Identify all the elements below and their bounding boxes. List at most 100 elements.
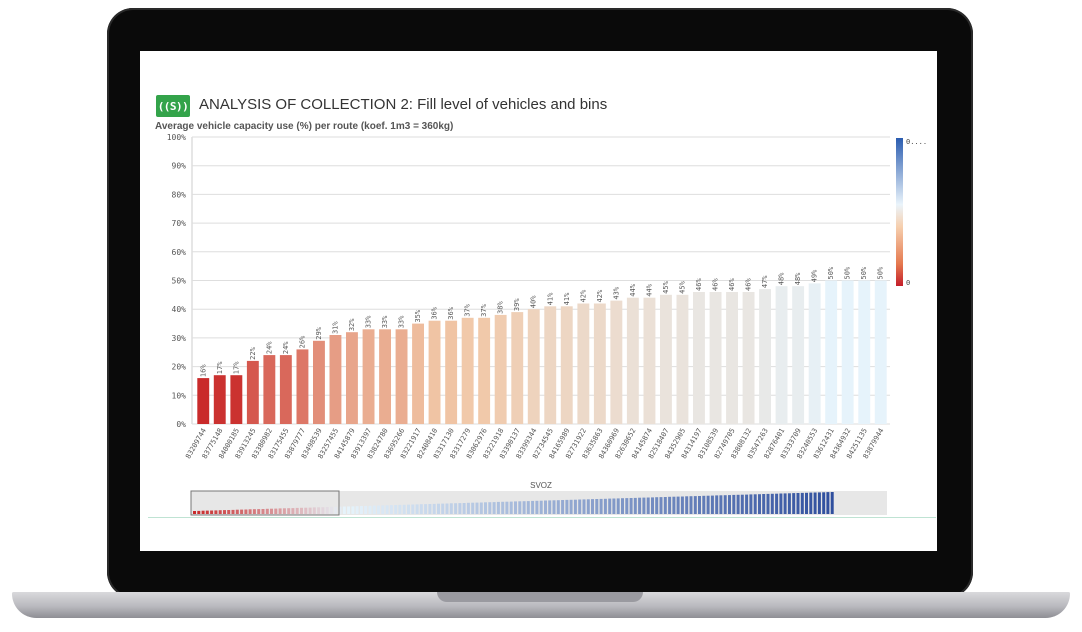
scrollbar-mini-bar	[201, 510, 205, 514]
data-label: 33%	[398, 315, 406, 328]
scrollbar-mini-bar	[655, 497, 659, 514]
scrollbar-mini-bar	[817, 492, 821, 514]
scrollbar-mini-bar	[693, 496, 697, 514]
scrollbar-mini-bar	[205, 510, 209, 514]
data-label: 45%	[662, 280, 670, 293]
data-label: 31%	[331, 321, 339, 334]
scrollbar-mini-bar	[240, 509, 244, 514]
scrollbar-mini-bar	[822, 492, 826, 514]
scrollbar-mini-bar	[223, 510, 226, 514]
scrollbar-mini-bar	[787, 493, 791, 514]
data-label: 35%	[414, 309, 422, 322]
app-logo: ((S))	[156, 95, 190, 117]
data-label: 46%	[728, 278, 736, 291]
scrollbar-mini-bar	[586, 499, 590, 514]
bar	[742, 292, 755, 424]
scrollbar-mini-bar	[526, 501, 530, 514]
scrollbar-mini-bar	[496, 501, 500, 514]
bar	[709, 292, 722, 424]
scrollbar-mini-bar	[402, 504, 406, 514]
bar	[362, 329, 375, 424]
data-label: 24%	[282, 341, 290, 354]
scrollbar-mini-bar	[265, 508, 269, 514]
bar	[593, 303, 606, 424]
scrollbar-mini-bar	[638, 497, 642, 514]
scrollbar-mini-bar	[779, 493, 783, 514]
scrollbar-mini-bar	[680, 496, 684, 514]
scrollbar-mini-bar	[475, 502, 479, 514]
data-label: 41%	[546, 292, 554, 305]
bar	[494, 314, 507, 424]
scrollbar-mini-bar	[291, 508, 295, 514]
data-label: 38%	[497, 301, 505, 314]
scrollbar-mini-bar	[766, 493, 770, 514]
scrollbar-mini-bar	[484, 502, 487, 514]
bar	[676, 294, 689, 424]
scrollbar-mini-bar	[479, 502, 483, 514]
scrollbar-mini-bar	[608, 498, 612, 514]
bar	[527, 309, 540, 424]
bar	[560, 306, 573, 424]
scrollbar-mini-bar	[706, 495, 710, 514]
scrollbar-mini-bar	[295, 507, 299, 514]
bar	[874, 280, 887, 424]
scrollbar-mini-bar	[359, 506, 363, 514]
scrollbar-mini-bar	[753, 494, 757, 514]
bar	[263, 355, 276, 424]
scrollbar-mini-bar	[578, 499, 582, 514]
data-label: 50%	[877, 266, 885, 279]
scrollbar-mini-bar	[330, 506, 333, 514]
bar	[808, 283, 821, 424]
scrollbar-mini-bar	[676, 496, 680, 514]
scrollbar-mini-bar	[287, 508, 291, 514]
scrollbar-track[interactable]	[191, 491, 887, 515]
scrollbar-thumb[interactable]	[190, 490, 340, 516]
scrollbar-mini-bar	[745, 494, 749, 514]
scrollbar-mini-bar	[663, 497, 667, 514]
scrollbar-mini-bar	[244, 509, 248, 514]
data-label: 26%	[298, 335, 306, 348]
laptop-notch	[437, 592, 643, 602]
legend-top-label: 0....	[906, 138, 927, 146]
data-label: 47%	[761, 275, 769, 288]
bar-chart[interactable]: 0% 10% 20% 30% 40% 50% 60% 70% 80% 90% 100% 16% 17%…	[140, 51, 937, 551]
scrollbar-mini-bar	[625, 498, 629, 514]
scrollbar-mini-bar	[235, 509, 239, 514]
scrollbar-mini-bar	[317, 507, 321, 514]
scrollbar-mini-bar	[573, 499, 577, 514]
color-legend-gradient	[896, 138, 903, 286]
bar	[412, 323, 424, 424]
scrollbar-mini-bar	[826, 492, 830, 514]
scrollbar-mini-bar	[629, 498, 633, 514]
scrollbar-mini-bar	[437, 503, 440, 514]
data-label: 42%	[596, 289, 604, 302]
data-label: 42%	[579, 289, 587, 302]
data-label: 46%	[745, 278, 753, 291]
scrollbar-mini-bar	[432, 503, 436, 514]
scrollbar-label: SVOZ	[530, 481, 552, 490]
data-label: 46%	[695, 278, 703, 291]
scrollbar-mini-bar	[270, 508, 273, 514]
bar	[841, 280, 854, 424]
scrollbar-mini-bar	[312, 507, 316, 514]
scrollbar-mini-bar	[274, 508, 278, 514]
bar	[395, 329, 408, 424]
scrollbar-mini-bar	[214, 510, 218, 514]
scrollbar-mini-bar	[411, 504, 415, 514]
scrollbar-mini-bar	[377, 505, 380, 514]
scrollbar-mini-bar	[428, 504, 432, 514]
bar	[478, 317, 491, 424]
data-label: 50%	[844, 266, 852, 279]
bar	[693, 292, 705, 424]
scrollbar-mini-bar	[569, 499, 573, 514]
scrollbar-mini-bar	[689, 496, 693, 514]
scrollbar-mini-bar	[719, 495, 723, 514]
scrollbar-mini-bar	[321, 507, 325, 514]
chart-subtitle: Average vehicle capacity use (%) per rou…	[155, 121, 454, 132]
scrollbar-mini-bar	[372, 505, 376, 514]
data-label: 37%	[480, 303, 488, 316]
data-label: 36%	[447, 306, 455, 319]
data-label: 32%	[348, 318, 356, 331]
y-tick-label: 10%	[172, 391, 187, 400]
data-label: 16%	[199, 364, 207, 377]
